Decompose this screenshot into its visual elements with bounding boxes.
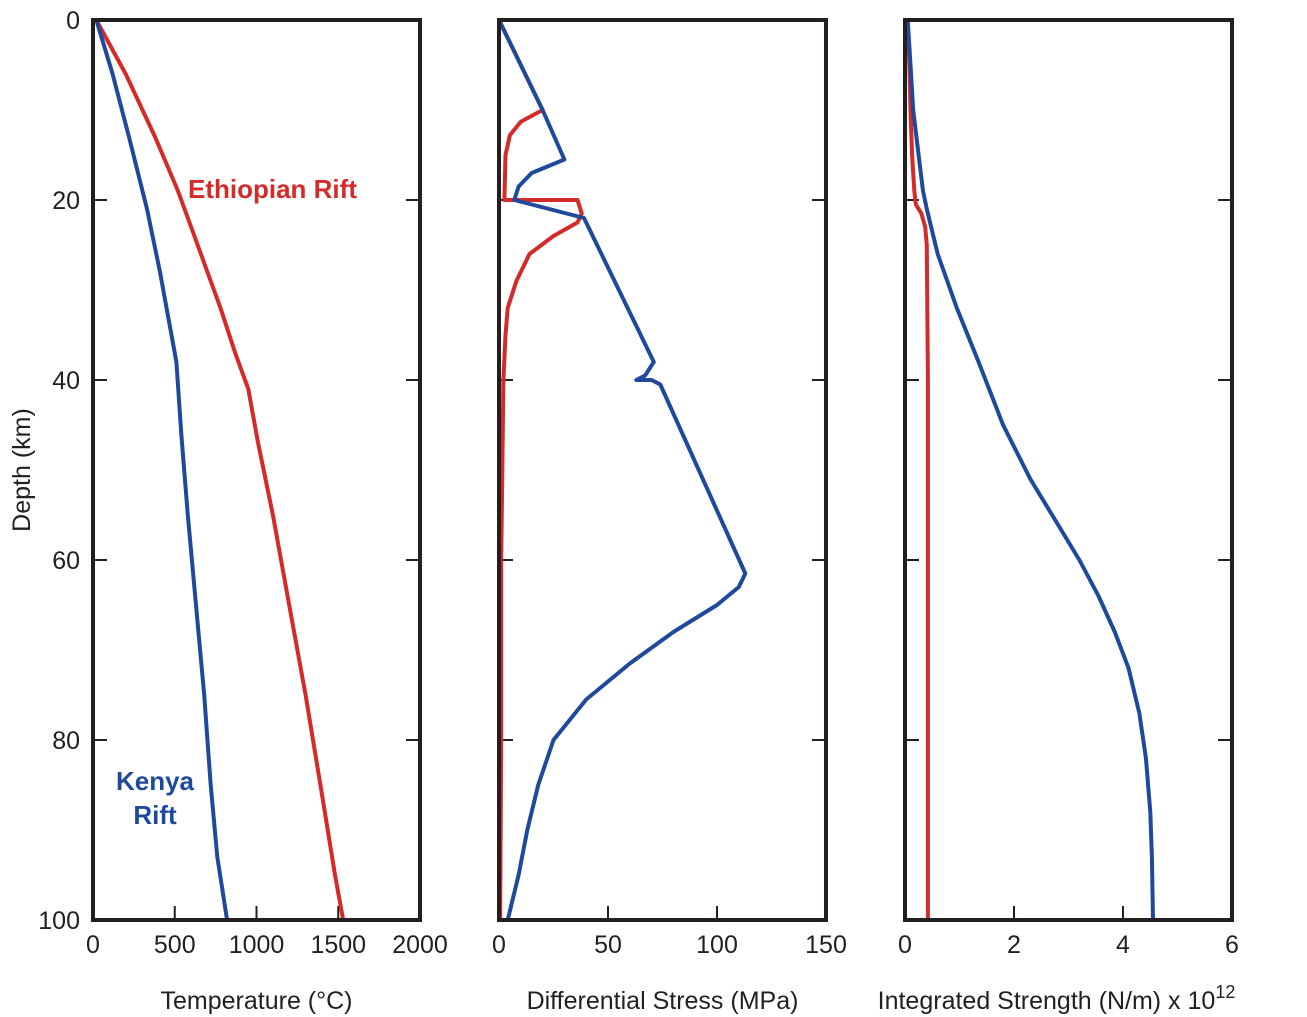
x-tick-label: 6 — [1225, 931, 1239, 959]
kenya-rift-label: Kenya Rift — [116, 766, 195, 830]
panel-3: 0 2 4 6 Integrated Strength (N/m) x 1012 — [878, 18, 1239, 1015]
ethiopian-rift-line — [497, 18, 584, 922]
y-tick-label: 80 — [52, 727, 80, 755]
plot-frame — [497, 18, 828, 922]
panel-1: 0 500 1000 1500 2000 Temperature (°C) Ethiopia… — [86, 18, 448, 1015]
x-axis-label: Integrated Strength (N/m) x 1012 — [878, 982, 1236, 1015]
x-axis-label-text: Integrated Strength (N/m) x 10 — [878, 987, 1216, 1015]
x-axis-label-superscript: 12 — [1215, 982, 1235, 1002]
kenya-rift-label-line: Rift — [133, 800, 177, 830]
y-tick-label: 0 — [66, 7, 80, 35]
x-tick-label: 4 — [1116, 931, 1130, 959]
x-tick-label: 100 — [696, 931, 738, 959]
x-tick-label: 0 — [898, 931, 912, 959]
plot-frame — [903, 18, 1234, 922]
y-tick-label: 40 — [52, 367, 80, 395]
kenya-rift-line — [905, 18, 1155, 922]
ethiopian-rift-line — [905, 18, 930, 922]
kenya-rift-line — [497, 18, 748, 922]
x-axis-label-text: Temperature (°C) — [161, 987, 353, 1015]
y-tick-label: 60 — [52, 547, 80, 575]
ethiopian-rift-label: Ethiopian Rift — [188, 174, 357, 204]
x-tick-label: 500 — [154, 931, 196, 959]
y-tick-label: 100 — [38, 907, 80, 935]
x-tick-label: 1500 — [310, 931, 366, 959]
x-axis-label: Differential Stress (MPa) — [527, 987, 799, 1015]
x-tick-label: 50 — [594, 931, 622, 959]
x-tick-label: 150 — [805, 931, 847, 959]
x-axis-label: Temperature (°C) — [161, 987, 353, 1015]
y-axis-label: Depth (km) — [8, 408, 36, 532]
x-tick-label: 0 — [86, 931, 100, 959]
x-tick-label: 2 — [1007, 931, 1021, 959]
x-tick-label: 2000 — [392, 931, 448, 959]
kenya-rift-line — [94, 18, 230, 922]
y-tick-label: 20 — [52, 187, 80, 215]
x-tick-label: 1000 — [229, 931, 285, 959]
x-axis-label-text: Differential Stress (MPa) — [527, 987, 799, 1015]
plot-frame — [91, 18, 422, 922]
ethiopian-rift-line — [94, 18, 346, 922]
x-tick-label: 0 — [492, 931, 506, 959]
kenya-rift-label-line: Kenya — [116, 766, 195, 796]
